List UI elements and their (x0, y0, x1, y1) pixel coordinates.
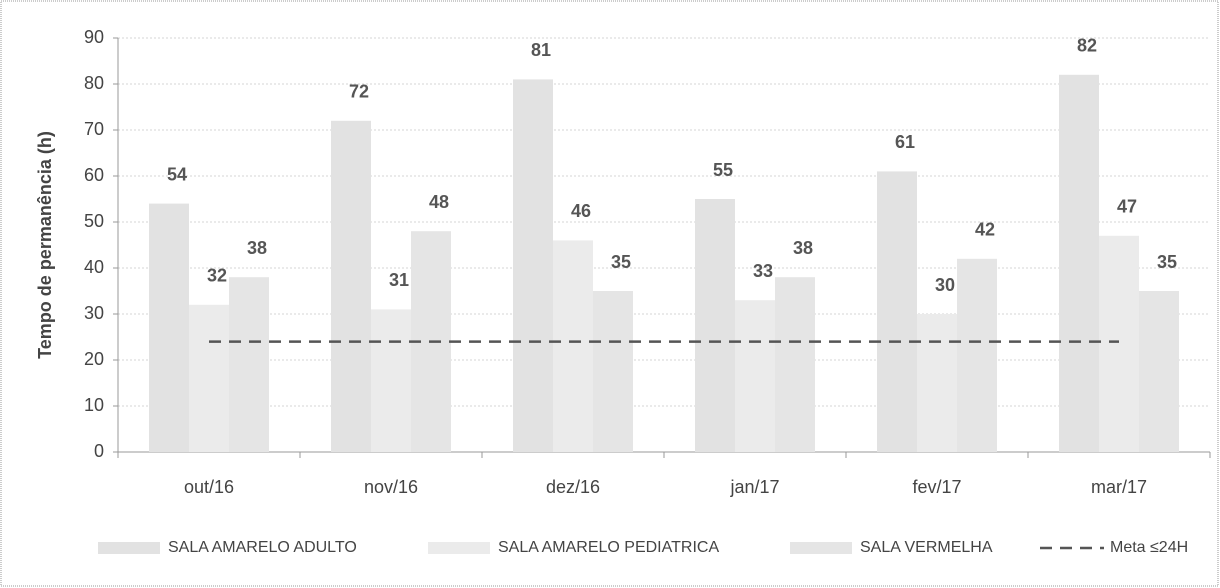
value-label: 38 (793, 238, 813, 258)
value-label: 31 (389, 270, 409, 290)
y-tick-label: 0 (94, 441, 104, 461)
value-label: 46 (571, 201, 591, 221)
value-label: 32 (207, 266, 227, 286)
x-tick-label: jan/17 (729, 477, 779, 497)
value-label: 33 (753, 261, 773, 281)
x-tick-label: fev/17 (912, 477, 961, 497)
x-tick-label: mar/17 (1091, 477, 1147, 497)
bar (149, 203, 189, 452)
bar (917, 314, 957, 452)
value-label: 42 (975, 220, 995, 240)
legend-label: SALA VERMELHA (860, 539, 993, 556)
value-label: 61 (895, 132, 915, 152)
bar (1139, 291, 1179, 452)
bar (695, 199, 735, 452)
value-label: 35 (1157, 252, 1177, 272)
bar (1059, 74, 1099, 453)
value-label: 81 (531, 40, 551, 60)
legend-label: SALA AMARELO ADULTO (168, 539, 357, 556)
bar (189, 304, 229, 452)
x-tick-label: out/16 (184, 477, 234, 497)
value-label: 38 (247, 238, 267, 258)
y-tick-label: 30 (84, 303, 104, 323)
bar (1099, 235, 1139, 452)
value-label: 35 (611, 252, 631, 272)
legend-swatch (790, 542, 852, 554)
y-tick-label: 90 (84, 27, 104, 47)
value-label: 54 (167, 164, 187, 184)
legend-swatch (98, 542, 160, 554)
value-label: 72 (349, 82, 369, 102)
x-tick-label: nov/16 (364, 477, 418, 497)
bar (877, 171, 917, 452)
legend-swatch (428, 542, 490, 554)
bar (331, 120, 371, 453)
legend-label: SALA AMARELO PEDIATRICA (498, 539, 719, 556)
bar (513, 79, 553, 453)
y-tick-label: 20 (84, 349, 104, 369)
bar (371, 309, 411, 452)
value-label: 30 (935, 275, 955, 295)
value-label: 82 (1077, 36, 1097, 56)
y-tick-label: 50 (84, 211, 104, 231)
y-tick-label: 80 (84, 73, 104, 93)
y-tick-label: 60 (84, 165, 104, 185)
value-label: 47 (1117, 197, 1137, 217)
y-tick-label: 40 (84, 257, 104, 277)
bar (775, 277, 815, 452)
y-axis-label: Tempo de permanência (h) (35, 131, 55, 359)
y-tick-label: 10 (84, 395, 104, 415)
value-label: 55 (713, 160, 733, 180)
x-tick-label: dez/16 (546, 477, 600, 497)
bar (593, 291, 633, 452)
legend-label: Meta ≤24H (1110, 539, 1188, 556)
y-tick-label: 70 (84, 119, 104, 139)
bar (553, 240, 593, 452)
bar (229, 277, 269, 452)
bar (957, 258, 997, 452)
bar (735, 300, 775, 452)
value-label: 48 (429, 192, 449, 212)
